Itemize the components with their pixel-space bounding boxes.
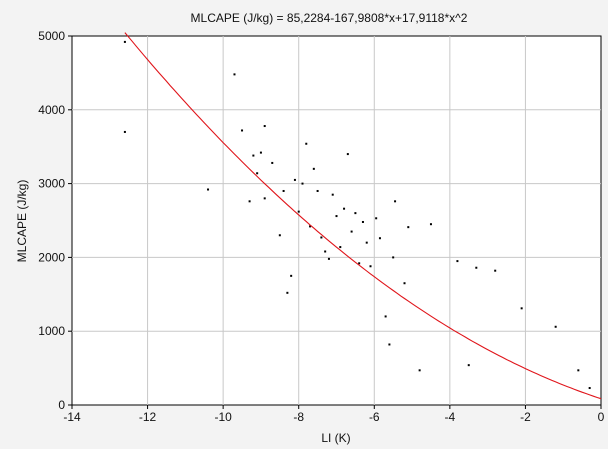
data-point — [375, 217, 378, 220]
data-point — [278, 234, 281, 237]
data-point — [429, 223, 432, 226]
x-tick-label: -8 — [293, 410, 304, 424]
data-point — [233, 73, 236, 76]
data-point — [305, 142, 308, 145]
y-tick-label: 0 — [58, 398, 65, 412]
data-point — [392, 256, 395, 259]
data-point — [378, 237, 381, 240]
data-point — [369, 265, 372, 268]
grid — [72, 36, 601, 405]
data-point — [331, 193, 334, 196]
data-point — [335, 215, 338, 218]
data-point — [407, 226, 410, 229]
data-point — [123, 40, 126, 43]
y-tick-label: 5000 — [38, 29, 65, 43]
data-point — [248, 200, 251, 203]
data-point — [358, 262, 361, 265]
data-point — [346, 153, 349, 156]
x-tick-label: -2 — [520, 410, 531, 424]
data-point — [282, 189, 285, 192]
regression-curve — [124, 32, 602, 400]
data-point — [520, 307, 523, 310]
data-point — [290, 274, 293, 277]
data-point — [388, 343, 391, 346]
data-point — [456, 260, 459, 263]
scatter-points — [123, 40, 591, 390]
data-point — [467, 364, 470, 367]
x-tick-label: -14 — [63, 410, 81, 424]
axes: -14 -12 -10 -8 -6 -4 -2 0 0 1000 2000 3000 4000 5000 — [38, 29, 604, 424]
data-point — [403, 282, 406, 285]
x-tick-label: -4 — [445, 410, 456, 424]
data-point — [301, 182, 304, 185]
data-point — [343, 207, 346, 210]
chart-title: MLCAPE (J/kg) = 85,2284-167,9808*x+17,91… — [191, 11, 468, 25]
data-point — [327, 257, 330, 260]
x-tick-label: -6 — [369, 410, 380, 424]
data-point — [207, 188, 210, 191]
data-point — [271, 161, 274, 164]
data-point — [384, 315, 387, 318]
data-point — [263, 197, 266, 200]
data-point — [588, 387, 591, 390]
data-point — [475, 266, 478, 269]
data-point — [316, 189, 319, 192]
data-point — [309, 225, 312, 228]
data-point — [259, 151, 262, 154]
data-point — [394, 200, 397, 203]
y-axis-label: MLCAPE (J/kg) — [15, 180, 29, 263]
data-point — [252, 154, 255, 157]
data-point — [256, 172, 259, 175]
y-tick-label: 2000 — [38, 250, 65, 264]
y-tick-label: 4000 — [38, 103, 65, 117]
y-tick-label: 1000 — [38, 324, 65, 338]
data-point — [123, 130, 126, 133]
data-point — [339, 246, 342, 249]
data-point — [312, 167, 315, 170]
data-point — [494, 269, 497, 272]
data-point — [293, 178, 296, 181]
x-tick-label: -12 — [139, 410, 157, 424]
data-point — [361, 220, 364, 223]
x-axis-label: LI (K) — [321, 431, 350, 445]
data-point — [365, 241, 368, 244]
x-tick-label: -10 — [214, 410, 232, 424]
data-point — [577, 369, 580, 372]
plot-area — [71, 35, 602, 406]
data-point — [297, 210, 300, 213]
x-tick-label: 0 — [598, 410, 605, 424]
data-point — [241, 129, 244, 132]
data-point — [354, 212, 357, 215]
data-point — [320, 236, 323, 239]
data-point — [286, 291, 289, 294]
data-point — [263, 125, 266, 128]
data-point — [350, 230, 353, 233]
data-point — [554, 325, 557, 328]
data-point — [324, 250, 327, 253]
data-point — [418, 369, 421, 372]
y-tick-label: 3000 — [38, 177, 65, 191]
